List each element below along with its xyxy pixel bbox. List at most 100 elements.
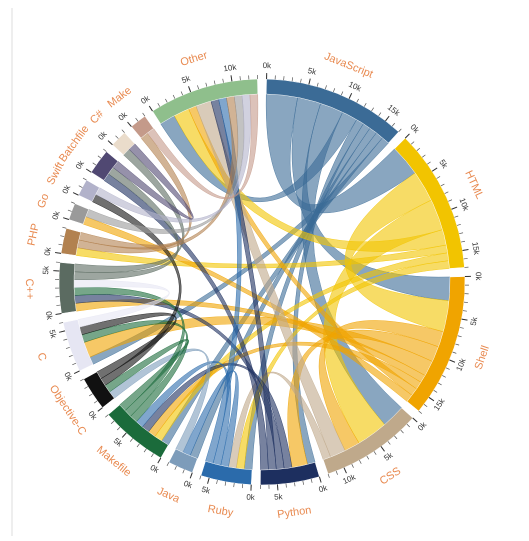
- group-arc: [58, 262, 77, 314]
- group-arc: [107, 404, 169, 459]
- tick-label: 0k: [74, 158, 87, 171]
- tick-label: 0k: [416, 420, 429, 433]
- group-label: Makefile: [94, 444, 133, 479]
- minor-tick: [427, 161, 431, 165]
- major-tick: [85, 168, 92, 173]
- minor-tick: [310, 478, 313, 483]
- minor-tick: [151, 453, 154, 458]
- tick-label: 0k: [246, 493, 256, 502]
- minor-tick: [445, 367, 450, 370]
- tick-label: 10k: [454, 356, 468, 372]
- minor-tick: [72, 362, 77, 366]
- minor-tick: [115, 135, 119, 139]
- minor-tick: [340, 91, 344, 96]
- minor-tick: [294, 482, 296, 487]
- tick-label: 5k: [201, 485, 212, 496]
- minor-tick: [197, 85, 200, 90]
- minor-tick: [394, 435, 398, 440]
- major-tick: [72, 192, 79, 196]
- minor-tick: [129, 438, 134, 442]
- tick-label: 5k: [382, 450, 395, 463]
- tick-label: 0k: [318, 483, 330, 494]
- group-label: JavaScript: [322, 50, 374, 80]
- minor-tick: [406, 423, 410, 428]
- tick-label: 0k: [263, 61, 273, 70]
- minor-tick: [233, 483, 235, 488]
- minor-tick: [92, 162, 97, 166]
- minor-tick: [459, 232, 464, 235]
- tick-label: 15k: [432, 396, 447, 413]
- major-tick: [380, 446, 385, 452]
- major-tick: [127, 121, 132, 127]
- group-arc: [78, 179, 100, 202]
- major-tick: [73, 370, 80, 375]
- group-label: Python: [277, 504, 313, 521]
- minor-tick: [70, 201, 75, 204]
- tick-label: 10k: [341, 472, 357, 486]
- minor-tick: [366, 455, 370, 460]
- major-tick: [107, 140, 113, 146]
- tick-label: 0k: [474, 272, 483, 282]
- group-arc: [83, 371, 115, 408]
- major-tick: [55, 313, 62, 315]
- minor-tick: [157, 102, 161, 107]
- tick-label: 0k: [409, 122, 422, 135]
- minor-tick: [80, 378, 84, 382]
- minor-tick: [68, 354, 73, 358]
- group-label: Other: [179, 49, 209, 69]
- minor-tick: [452, 351, 457, 354]
- minor-tick: [180, 91, 184, 96]
- tick-label: 0k: [139, 93, 152, 106]
- major-tick: [308, 78, 311, 85]
- tick-label: 5k: [274, 492, 284, 502]
- minor-tick: [224, 481, 227, 486]
- minor-tick: [135, 117, 139, 122]
- minor-tick: [291, 77, 294, 82]
- major-tick: [449, 359, 456, 363]
- minor-tick: [62, 226, 67, 229]
- group-arc: [131, 115, 154, 139]
- minor-tick: [456, 223, 461, 226]
- major-tick: [121, 432, 127, 438]
- minor-tick: [423, 404, 428, 408]
- minor-tick: [335, 470, 338, 475]
- minor-tick: [444, 191, 449, 194]
- minor-tick: [60, 235, 65, 237]
- group-label: Java: [155, 485, 182, 506]
- tick-label: 10k: [223, 62, 238, 73]
- minor-tick: [88, 393, 93, 397]
- group-arc: [62, 319, 94, 372]
- tick-label: 0k: [149, 463, 162, 476]
- minor-tick: [371, 107, 374, 112]
- minor-tick: [387, 441, 391, 445]
- group-arc: [90, 151, 119, 181]
- group-label: Go: [35, 192, 51, 210]
- minor-tick: [213, 80, 216, 85]
- group-label: Shell: [473, 344, 492, 371]
- group-arc: [152, 78, 259, 125]
- minor-tick: [65, 346, 70, 349]
- major-tick: [343, 467, 347, 474]
- minor-tick: [216, 479, 218, 485]
- minor-tick: [437, 382, 442, 386]
- tick-label: 0k: [86, 409, 99, 422]
- major-tick: [318, 476, 322, 483]
- major-tick: [230, 75, 233, 82]
- tick-label: 0k: [43, 246, 53, 257]
- minor-tick: [416, 147, 421, 151]
- minor-tick: [172, 94, 176, 99]
- minor-tick: [436, 176, 441, 179]
- minor-tick: [165, 98, 168, 103]
- minor-tick: [300, 78, 302, 83]
- minor-tick: [110, 420, 115, 424]
- major-tick: [404, 133, 410, 139]
- major-tick: [207, 477, 210, 484]
- minor-tick: [302, 480, 304, 485]
- minor-tick: [78, 185, 83, 188]
- minor-tick: [84, 386, 89, 389]
- group-label: PHP: [26, 222, 42, 247]
- minor-tick: [378, 112, 382, 117]
- minor-tick: [143, 448, 147, 453]
- group-label: Swift: [45, 160, 67, 187]
